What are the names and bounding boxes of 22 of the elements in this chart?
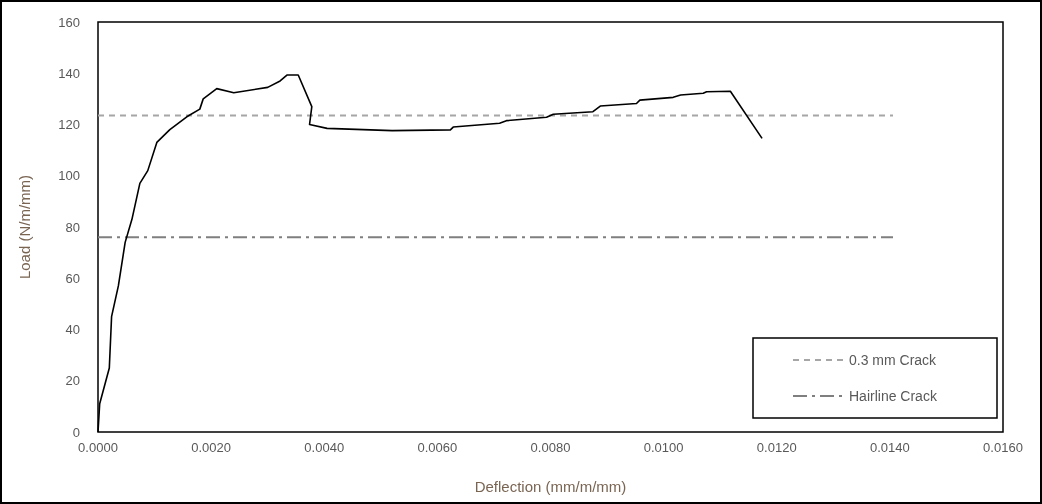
- y-axis-title: Load (N/m/mm): [16, 174, 33, 280]
- y-tick-label: 0: [72, 424, 80, 440]
- y-tick-label: 120: [58, 117, 80, 133]
- y-tick-label: 160: [58, 14, 80, 30]
- x-tick-label: 0.0140: [869, 440, 910, 455]
- x-tick-label: 0.0000: [78, 440, 118, 455]
- x-tick-label: 0.0020: [191, 440, 232, 455]
- x-tick-label: 0.0080: [530, 440, 571, 455]
- y-tick-label: 60: [65, 270, 80, 286]
- y-tick-label: 40: [65, 322, 80, 338]
- y-tick-label: 80: [65, 219, 80, 235]
- x-tick-label: 0.0160: [983, 440, 1023, 455]
- x-tick-label: 0.0120: [756, 440, 797, 455]
- legend-label: Hairline Crack: [849, 387, 938, 404]
- y-tick-label: 100: [58, 168, 80, 184]
- legend-label: 0.3 mm Crack: [849, 351, 938, 368]
- y-tick-label: 20: [65, 373, 80, 389]
- x-tick-label: 0.0060: [417, 440, 458, 455]
- x-tick-label: 0.0100: [643, 440, 684, 455]
- x-axis-title: Deflection (mm/m/mm): [474, 478, 627, 495]
- y-tick-label: 140: [58, 65, 80, 81]
- x-tick-label: 0.0040: [304, 440, 345, 455]
